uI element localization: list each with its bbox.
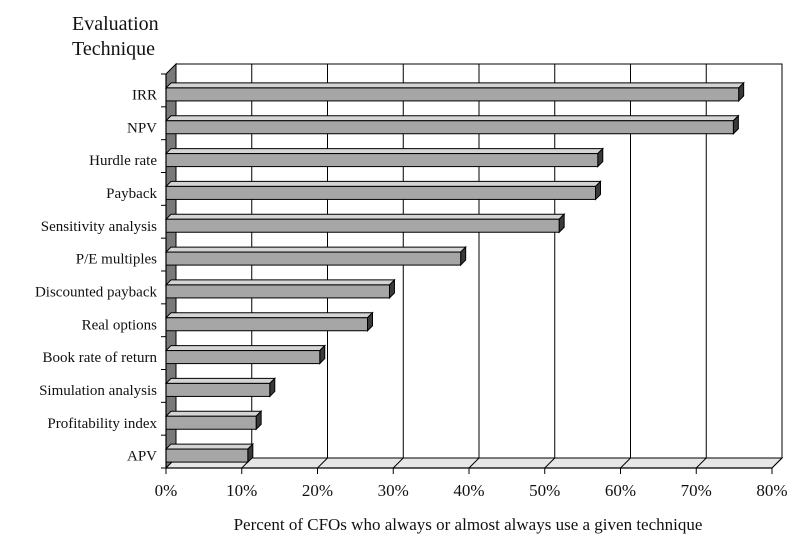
bar-front-face: [165, 251, 462, 266]
y-tick-label: Real options: [82, 317, 158, 333]
bar-front-face: [165, 415, 257, 430]
bar-front-face: [165, 87, 740, 102]
bar-front-face: [165, 284, 390, 299]
bar-front-face: [165, 185, 597, 200]
floor-gridline: [317, 457, 328, 469]
y-tick-label: Payback: [106, 186, 157, 202]
y-tick-label: Sensitivity analysis: [41, 219, 157, 235]
bar-top-face: [164, 115, 740, 122]
y-tick-label: NPV: [127, 120, 157, 136]
bar-front-face: [165, 218, 560, 233]
bar-top-face: [164, 82, 745, 89]
floor-gridline: [392, 457, 404, 469]
x-tick-label: 40%: [453, 481, 484, 500]
bar-profitability-index: [164, 410, 263, 431]
floor-gridline: [695, 457, 707, 469]
bar-top-face: [164, 180, 602, 187]
y-tick-label: Profitability index: [47, 416, 157, 432]
y-tick-label: APV: [127, 449, 157, 465]
y-tick-label: IRR: [132, 87, 157, 103]
x-tick-label: 80%: [756, 481, 787, 500]
x-tick-label: 20%: [302, 481, 333, 500]
chart-title-line: Technique: [72, 38, 155, 60]
bar-front-face: [165, 120, 734, 135]
bar-real-options: [164, 311, 374, 332]
bar-hurdle-rate: [164, 147, 604, 168]
x-tick-label: 0%: [155, 481, 178, 500]
x-axis-label: Percent of CFOs who always or almost alw…: [234, 515, 703, 534]
bar-discounted-payback: [164, 278, 396, 300]
bar-p-e-multiples: [164, 245, 467, 267]
bar-front-face: [165, 448, 249, 463]
bar-front-face: [165, 382, 271, 397]
bar-top-face: [164, 213, 566, 220]
bar-payback: [164, 180, 602, 201]
bar-front-face: [165, 317, 368, 332]
bar-sensitivity-analysis: [164, 213, 566, 234]
bar-top-face: [164, 148, 604, 155]
bar-front-face: [165, 153, 599, 168]
x-tick-label: 70%: [681, 481, 712, 500]
x-tick-label: 50%: [529, 481, 560, 500]
bar-npv: [164, 114, 740, 135]
y-tick-label: Simulation analysis: [39, 383, 157, 399]
bar-apv: [164, 442, 255, 464]
bar-top-face: [164, 312, 374, 319]
floor-gridline: [620, 457, 631, 469]
y-tick-label: Book rate of return: [42, 350, 157, 366]
chart-title: Evaluation Technique: [72, 13, 159, 60]
bar-top-face: [164, 410, 263, 417]
bar-top-face: [164, 279, 396, 286]
x-tick-label: 30%: [378, 481, 409, 500]
bar-top-face: [164, 246, 467, 253]
chart-title-line: Evaluation: [72, 13, 159, 35]
plot-area: IRR NPV Hurdle rate Payback Sensitivity anal…: [35, 62, 788, 500]
x-tick-label: 10%: [226, 481, 257, 500]
bar-top-face: [164, 377, 276, 384]
bar-front-face: [165, 350, 321, 365]
floor-gridline: [544, 457, 556, 469]
floor-gridline: [771, 457, 783, 469]
y-tick-label: P/E multiples: [76, 252, 157, 268]
y-tick-label: Discounted payback: [35, 284, 158, 300]
floor-gridline: [468, 457, 480, 469]
bar-simulation-analysis: [164, 377, 276, 398]
bar-irr: [164, 81, 745, 103]
bar-top-face: [164, 443, 255, 450]
x-tick-label: 60%: [605, 481, 636, 500]
bar-top-face: [164, 345, 326, 352]
y-tick-label: Hurdle rate: [89, 153, 157, 169]
bar-book-rate-of-return: [164, 344, 326, 365]
